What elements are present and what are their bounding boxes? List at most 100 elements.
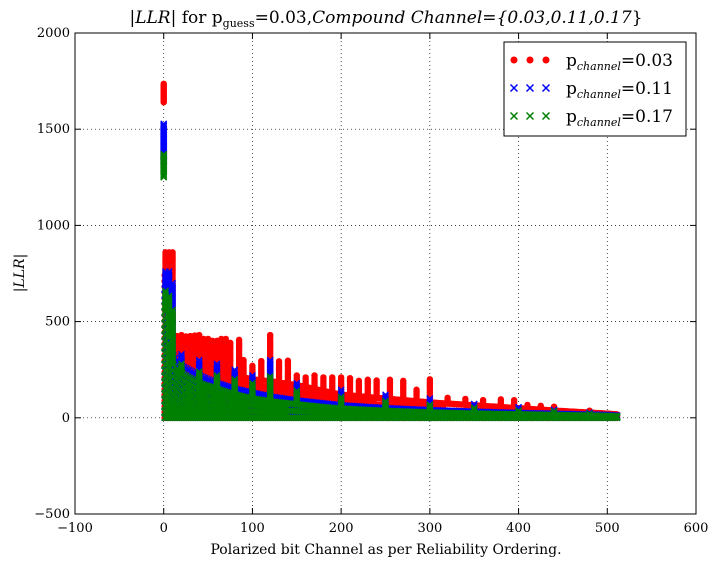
legend-marker-0.17 — [525, 111, 535, 121]
data-point-0.11 — [293, 379, 301, 387]
x-tick-label: 600 — [684, 521, 709, 536]
y-tick-label: −500 — [34, 507, 70, 522]
data-point-0.03 — [258, 357, 265, 365]
data-point-0.17 — [586, 412, 594, 420]
data-point-0.11 — [231, 368, 239, 376]
data-point-0.17 — [515, 406, 523, 414]
data-point-0.17 — [195, 370, 203, 378]
data-point-0.17 — [201, 403, 209, 411]
data-point-0.03 — [426, 376, 434, 383]
data-point-0.11 — [213, 360, 221, 368]
data-point-0.17 — [231, 375, 239, 383]
legend-marker-0.03 — [510, 56, 518, 64]
data-point-0.17 — [470, 406, 478, 414]
data-point-0.17 — [177, 362, 185, 370]
data-point-0.11 — [169, 279, 177, 287]
data-point-0.03 — [537, 402, 544, 409]
x-tick-label: 100 — [240, 521, 265, 536]
data-points — [160, 80, 621, 422]
data-point-0.03 — [355, 377, 363, 385]
data-point-0.17 — [266, 372, 274, 380]
title-llr-word: LLR — [134, 8, 171, 28]
data-point-0.11 — [207, 376, 215, 384]
y-tick-label: 2000 — [37, 26, 70, 41]
data-point-0.03 — [275, 358, 283, 365]
data-point-0.11 — [213, 362, 221, 370]
data-point-0.11 — [160, 120, 168, 128]
data-point-0.03 — [373, 377, 380, 384]
data-point-0.03 — [364, 376, 371, 383]
data-point-0.11 — [231, 366, 239, 374]
data-point-0.17 — [165, 294, 173, 302]
title-close: } — [632, 8, 643, 28]
data-point-0.11 — [169, 281, 177, 289]
title-guess-subscript: guess — [223, 17, 255, 30]
data-point-0.11 — [177, 352, 185, 360]
x-tick-label: 500 — [595, 521, 620, 536]
data-point-0.03 — [337, 374, 345, 381]
data-point-0.17 — [213, 371, 221, 379]
legend-marker-0.11 — [525, 83, 535, 93]
y-tick-label: 500 — [45, 315, 70, 330]
data-point-0.11 — [266, 358, 274, 366]
data-point-0.17 — [160, 153, 168, 161]
data-point-0.17 — [382, 397, 389, 405]
data-point-0.03 — [346, 374, 354, 382]
data-point-0.03 — [266, 331, 274, 339]
data-point-0.11 — [248, 371, 256, 379]
legend-marker-0.11 — [541, 83, 551, 93]
data-point-0.03 — [444, 394, 451, 401]
legend-marker-0.17 — [541, 111, 551, 121]
data-point-0.11 — [160, 121, 168, 129]
data-point-0.11 — [195, 358, 203, 366]
y-tick-label: 0 — [62, 411, 70, 426]
legend-marker-0.03 — [542, 56, 550, 64]
data-point-0.17 — [550, 409, 558, 417]
title-abs-close: | for p — [171, 8, 223, 28]
data-point-0.11 — [266, 356, 274, 364]
data-point-0.03 — [413, 386, 420, 393]
data-point-0.17 — [613, 412, 621, 420]
plot-frame — [74, 32, 697, 515]
data-point-0.03 — [240, 356, 247, 364]
data-point-0.17 — [248, 379, 256, 387]
data-point-0.11 — [165, 268, 173, 276]
data-point-0.11 — [177, 350, 185, 358]
y-tick-label: 1000 — [37, 218, 70, 233]
data-point-0.17 — [248, 381, 256, 389]
data-point-0.11 — [195, 356, 203, 364]
y-axis-label: |LLR| — [12, 254, 28, 293]
data-point-0.17 — [169, 306, 177, 314]
data-point-0.03 — [497, 396, 505, 403]
data-point-0.17 — [213, 373, 221, 381]
data-point-0.03 — [510, 396, 518, 404]
data-point-0.03 — [227, 339, 234, 346]
x-axis-label: Polarized bit Channel as per Reliability… — [210, 542, 561, 558]
data-point-0.03 — [249, 362, 256, 370]
data-point-0.03 — [329, 374, 336, 381]
data-point-0.17 — [470, 404, 478, 412]
data-point-0.17 — [293, 387, 301, 395]
data-point-0.17 — [426, 401, 434, 409]
title-abs-open: | — [129, 8, 135, 28]
data-point-0.17 — [515, 408, 523, 416]
x-tick-label: 300 — [417, 521, 442, 536]
data-point-0.17 — [382, 399, 389, 407]
legend-label-0.03: pchannel=0.03 — [566, 51, 673, 73]
data-point-0.11 — [201, 374, 209, 382]
data-point-0.17 — [337, 393, 345, 401]
y-tick-label: 1500 — [37, 122, 70, 137]
data-point-0.03 — [222, 335, 230, 343]
data-point-0.17 — [242, 409, 250, 417]
data-point-0.11 — [203, 375, 211, 383]
data-point-0.03 — [169, 249, 176, 256]
x-tick-label: 200 — [329, 521, 354, 536]
data-point-0.17 — [231, 377, 239, 385]
chart-title: |LLR| for pguess=0.03,Compound Channel={… — [129, 8, 642, 30]
data-point-0.03 — [479, 396, 487, 404]
legend-label-0.11: pchannel=0.11 — [566, 79, 673, 101]
data-point-0.17 — [161, 287, 169, 295]
data-point-0.03 — [386, 376, 394, 383]
